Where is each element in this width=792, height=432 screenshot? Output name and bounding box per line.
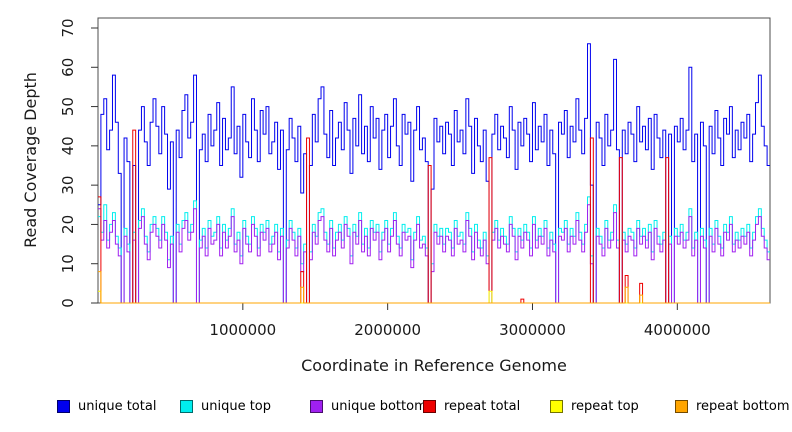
y-tick-label: 10 bbox=[59, 254, 77, 273]
x-tick-label: 3000000 bbox=[499, 321, 566, 339]
y-tick-label: 60 bbox=[59, 58, 77, 77]
series-layer bbox=[98, 43, 770, 304]
x-axis-title: Coordinate in Reference Genome bbox=[301, 356, 567, 375]
series-line-repeat-top bbox=[98, 290, 770, 304]
series-line-repeat-bottom bbox=[98, 271, 770, 304]
y-tick-label: 0 bbox=[59, 298, 77, 308]
y-tick-label: 30 bbox=[59, 176, 77, 195]
x-tick-label: 1000000 bbox=[209, 321, 276, 339]
y-axis-title: Read Coverage Depth bbox=[21, 72, 40, 248]
y-tick-label: 50 bbox=[59, 97, 77, 116]
x-tick-label: 4000000 bbox=[644, 321, 711, 339]
series-line-unique-total bbox=[98, 43, 770, 304]
x-tick-label: 2000000 bbox=[354, 321, 421, 339]
axes-layer: 0 10 20 30 40 50 60 70 1000000 2000000 3000000 4000… bbox=[59, 17, 771, 339]
y-tick-label: 70 bbox=[59, 18, 77, 37]
y-tick-label: 20 bbox=[59, 215, 77, 234]
series-line-unique-bottom bbox=[98, 204, 770, 304]
y-tick-label: 40 bbox=[59, 136, 77, 155]
